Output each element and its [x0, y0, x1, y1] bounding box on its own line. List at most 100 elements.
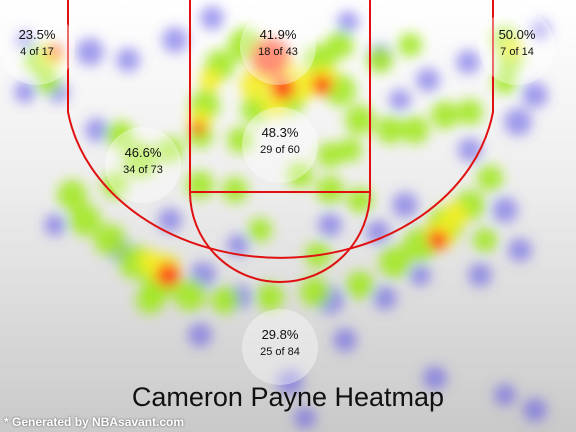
heat-blob — [191, 121, 205, 135]
heat-blob — [416, 68, 440, 92]
heat-blob — [347, 187, 373, 213]
heat-blob — [162, 27, 188, 53]
heat-blob — [76, 38, 104, 66]
heat-blob — [250, 38, 290, 78]
zone-count: 34 of 73 — [123, 164, 163, 176]
zone-count: 29 of 60 — [260, 144, 300, 156]
zone-left-midrange: 46.6% 34 of 73 — [105, 127, 181, 203]
heat-blob — [316, 176, 344, 204]
heat-blob — [477, 165, 503, 191]
heat-blob — [493, 70, 517, 94]
heat-blob — [398, 33, 422, 57]
heat-blob — [318, 213, 342, 237]
zone-pct: 48.3% — [261, 125, 299, 140]
heat-blob — [36, 70, 60, 94]
heat-blob — [379, 246, 411, 278]
heat-blob — [256, 283, 284, 311]
heat-blobs — [14, 6, 550, 429]
heat-blob — [312, 75, 332, 95]
heat-blob — [248, 218, 272, 242]
heat-blob — [44, 214, 66, 236]
zone-count: 4 of 17 — [20, 46, 54, 58]
zone-pct: 23.5% — [18, 27, 56, 42]
heat-blob — [14, 81, 36, 103]
heat-blob — [106, 121, 134, 149]
heat-blob — [116, 48, 140, 72]
zone-pct: 46.6% — [124, 145, 162, 160]
heat-blob — [326, 31, 354, 59]
heat-blob — [504, 108, 532, 136]
heat-blob — [431, 101, 459, 129]
heat-blob — [373, 286, 397, 310]
heat-blob — [392, 192, 418, 218]
heat-blob — [57, 180, 87, 210]
heat-blob — [122, 142, 158, 178]
heat-blob — [138, 250, 162, 274]
zone-pct: 29.8% — [261, 327, 299, 342]
heat-blob — [423, 366, 447, 390]
heat-blob — [47, 44, 63, 60]
heat-blob — [457, 99, 483, 125]
heat-blob — [15, 30, 35, 50]
zone-paint-restricted: 41.9% 18 of 43 — [240, 9, 316, 85]
heat-blob — [409, 264, 431, 286]
heat-blob — [442, 202, 468, 228]
court-lines — [67, 0, 494, 283]
zone-left-corner-three: 23.5% 4 of 17 — [0, 9, 75, 85]
zone-count: 7 of 14 — [500, 46, 534, 58]
heat-blob — [508, 238, 532, 262]
heat-blob — [337, 11, 359, 33]
zone-paint-non-restricted: 48.3% 29 of 60 — [242, 107, 318, 183]
heat-blob — [94, 224, 126, 256]
heat-blob — [200, 6, 224, 30]
heat-blob — [156, 263, 180, 287]
heat-blob — [69, 204, 101, 236]
heat-blob — [317, 142, 343, 168]
heat-blob — [271, 76, 295, 100]
zone-pct: 41.9% — [259, 27, 297, 42]
heat-blob — [227, 234, 249, 256]
paint-lane — [189, 0, 371, 193]
heat-blob — [136, 286, 164, 314]
heat-blob — [473, 228, 497, 252]
heat-blob — [530, 20, 550, 40]
heat-blob — [287, 162, 313, 188]
three-point-line — [67, 0, 494, 259]
heat-blob — [241, 96, 269, 124]
chart-title: Cameron Payne Heatmap — [131, 382, 445, 412]
heat-blob — [211, 286, 239, 314]
heat-blob — [366, 220, 390, 244]
heat-blob — [188, 323, 212, 347]
heat-blob — [85, 118, 109, 142]
heat-blob — [277, 369, 303, 395]
heat-blob — [494, 384, 516, 406]
zone-count: 18 of 43 — [258, 46, 298, 58]
heat-blob — [294, 407, 316, 429]
heat-blob — [389, 89, 411, 111]
heat-blob — [501, 37, 523, 59]
heat-blob — [102, 172, 128, 198]
zone-pct: 50.0% — [498, 27, 536, 42]
heat-blob — [222, 177, 248, 203]
heat-blob — [345, 105, 375, 135]
credit-text: * Generated by NBAsavant.com — [4, 415, 185, 429]
heat-blob — [367, 47, 393, 73]
heat-blob — [376, 116, 404, 144]
heat-blob — [468, 263, 492, 287]
heat-blob — [157, 137, 183, 163]
zone-right-corner-three: 50.0% 7 of 14 — [479, 9, 555, 85]
heat-blob — [227, 127, 253, 153]
heat-blob — [522, 82, 548, 108]
heat-blob — [338, 138, 362, 162]
zone-count: 25 of 84 — [260, 346, 300, 358]
heat-blob — [333, 328, 357, 352]
heat-blob — [199, 69, 221, 91]
heat-blob — [458, 138, 482, 162]
free-throw-circle — [189, 191, 371, 283]
heat-blob — [428, 230, 448, 250]
heat-blob — [300, 277, 330, 307]
heat-blob — [492, 197, 518, 223]
heat-blob — [240, 70, 270, 100]
